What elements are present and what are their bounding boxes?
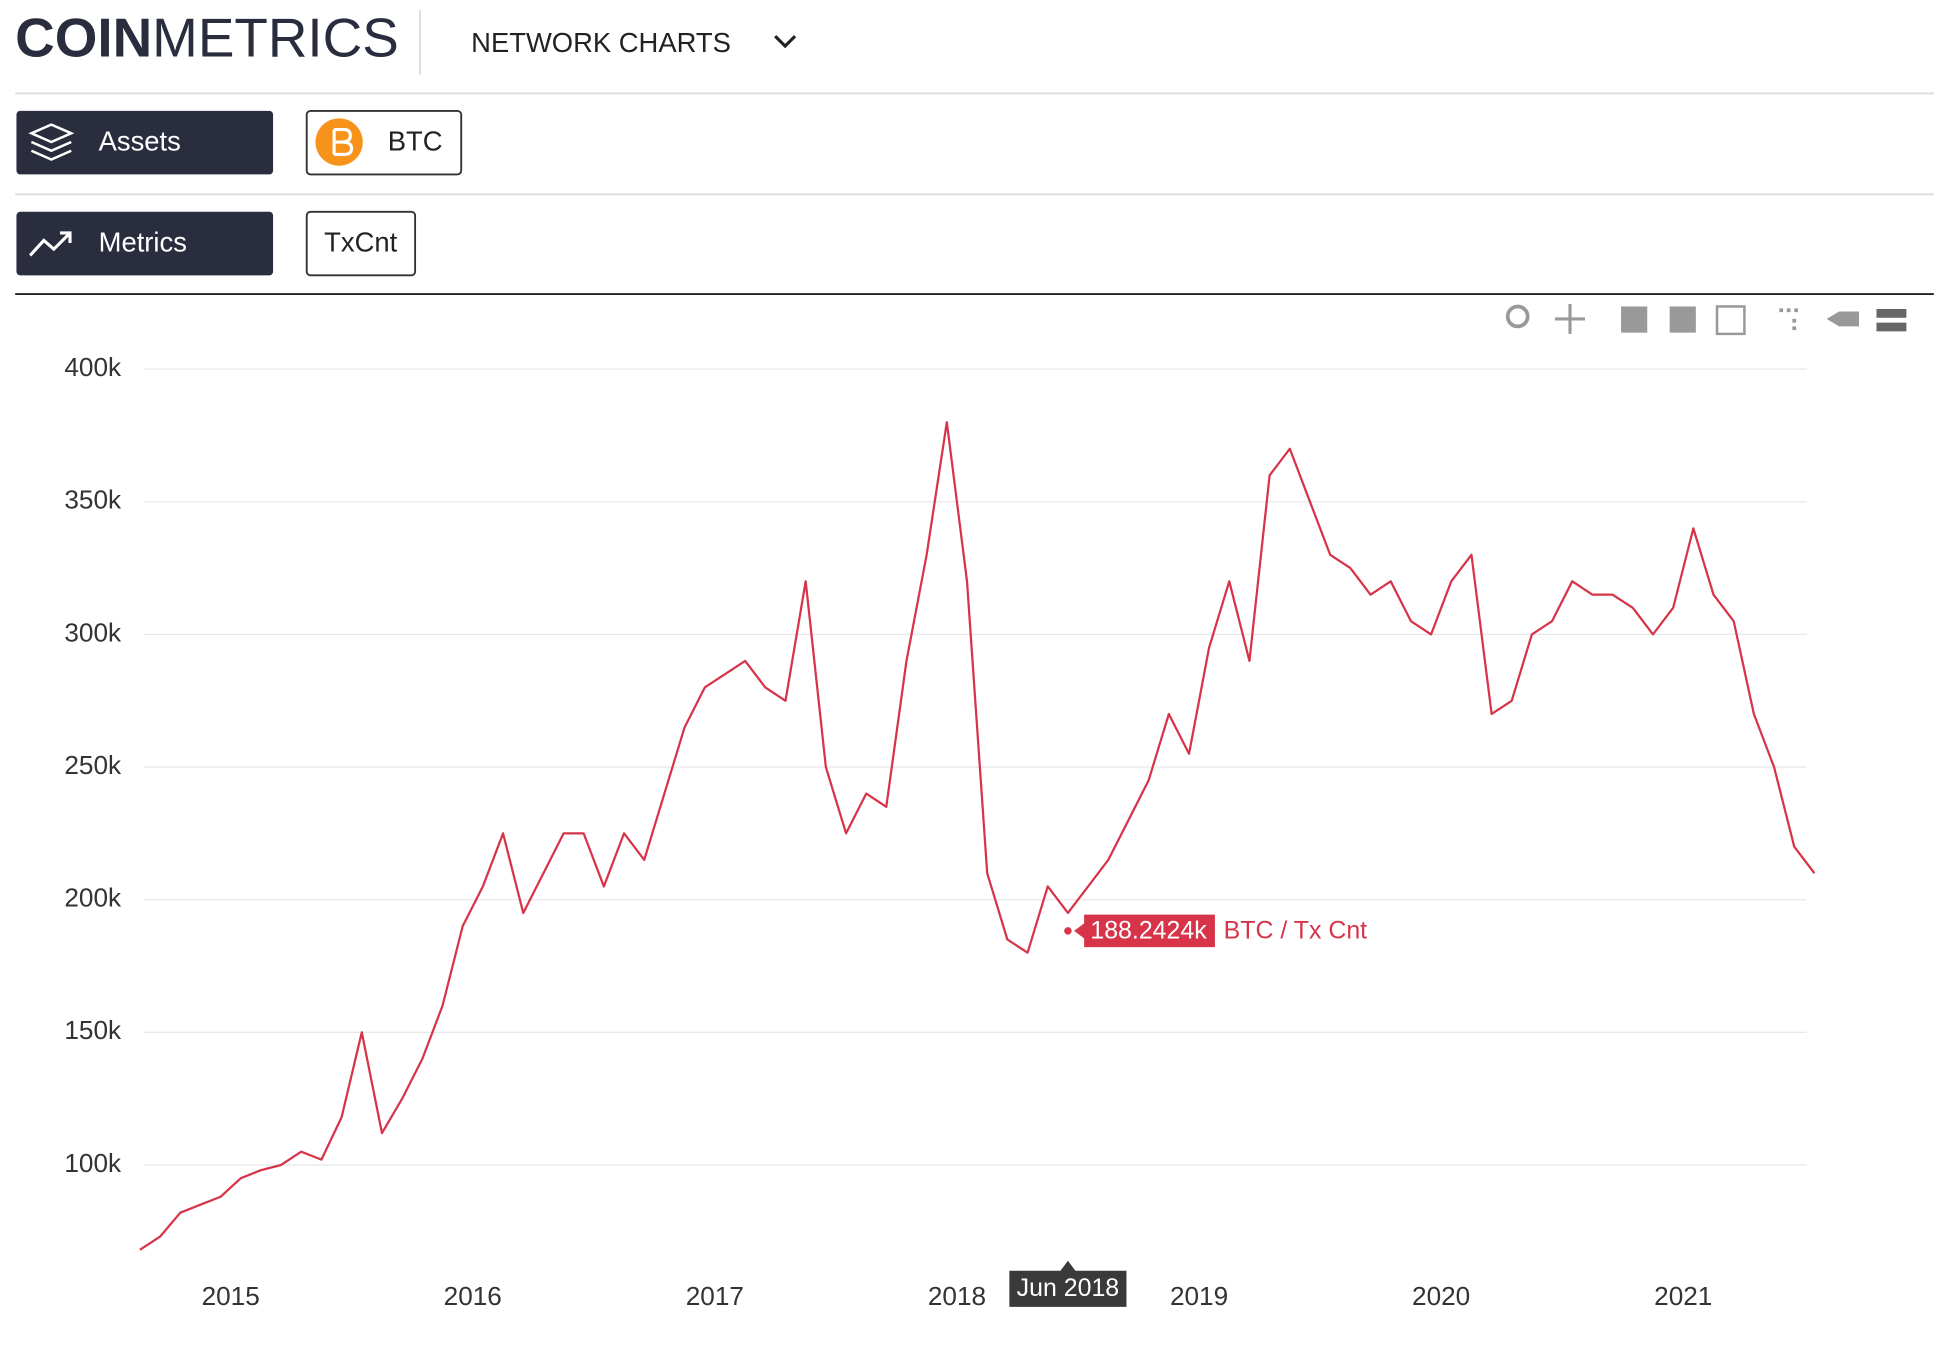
y-tick-label: 100k <box>64 1148 122 1178</box>
tooltip-series: BTC / Tx Cnt <box>1224 917 1368 945</box>
tooltip-box <box>1074 914 1215 948</box>
layers-icon <box>28 123 75 161</box>
logo-bold: COIN <box>15 7 152 69</box>
toolbar <box>1505 303 1907 336</box>
y-tick-label: 350k <box>64 485 122 515</box>
button-label: TxCnt <box>324 226 397 257</box>
autoscale[interactable] <box>1715 305 1746 336</box>
metrics-button[interactable]: Metrics <box>16 211 274 276</box>
zoom-in[interactable] <box>1621 306 1648 333</box>
x-tick-label: 2019 <box>1170 1281 1228 1311</box>
zoom-out[interactable] <box>1669 306 1696 333</box>
hover-tooltip: 188.2424k BTC / Tx Cnt Jun 2018 <box>1009 914 1368 1307</box>
x-tick-label: 2016 <box>444 1281 502 1311</box>
x-tick-label: 2020 <box>1412 1281 1470 1311</box>
spike-tool[interactable] <box>1779 308 1802 332</box>
button-bg <box>305 210 417 277</box>
x-tick-label: 2017 <box>686 1281 744 1311</box>
btc-glyph <box>332 128 354 157</box>
button-bg <box>16 110 274 175</box>
trend-icon <box>28 231 72 257</box>
x-tick-label: 2021 <box>1654 1281 1712 1311</box>
hover-closest[interactable] <box>1826 311 1860 327</box>
x-hover-box <box>1009 1260 1127 1307</box>
logo: COINMETRICS <box>15 7 399 69</box>
x-tick-label: 2018 <box>928 1281 986 1311</box>
assets-button[interactable]: Assets <box>16 110 274 175</box>
button-label: BTC <box>388 126 443 157</box>
hover-compare[interactable] <box>1876 308 1907 332</box>
pan-tool[interactable] <box>1555 303 1585 334</box>
asset-button[interactable]: BTC <box>305 109 463 176</box>
hover-point <box>1064 927 1072 935</box>
series-line <box>139 421 1816 1251</box>
y-tick-label: 250k <box>64 750 122 780</box>
y-tick-label: 200k <box>64 883 122 913</box>
button-bg <box>16 211 274 276</box>
y-tick-label: 400k <box>64 352 122 382</box>
chevron[interactable] <box>774 35 797 49</box>
y-tick-label: 150k <box>64 1015 122 1045</box>
button-label: Assets <box>99 126 181 157</box>
button-label: Metrics <box>99 226 187 257</box>
logo-light: METRICS <box>152 7 399 69</box>
metric-button[interactable]: TxCnt <box>305 210 417 277</box>
zoom-tool[interactable] <box>1505 304 1530 329</box>
x-tick-label: 2015 <box>202 1281 260 1311</box>
tooltip-value: 188.2424k <box>1090 917 1207 945</box>
x-hover-label: Jun 2018 <box>1017 1274 1119 1302</box>
y-tick-label: 300k <box>64 617 122 647</box>
menu[interactable]: NETWORK CHARTS <box>471 27 731 58</box>
